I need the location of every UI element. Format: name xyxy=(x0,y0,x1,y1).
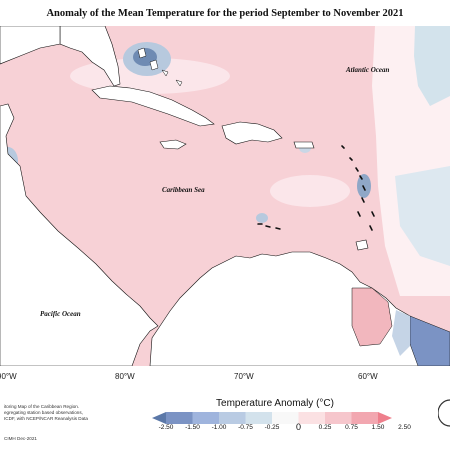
caribbean-sea-label: Caribbean Sea xyxy=(162,186,205,194)
map-title: Anomaly of the Mean Temperature for the … xyxy=(46,8,404,19)
pacific-ocean-label: Pacific Ocean xyxy=(40,310,81,318)
lon-tick-60w: 60°W xyxy=(358,372,378,381)
land-trinidad xyxy=(355,239,369,251)
legend-swatch xyxy=(245,412,273,424)
atlantic-ocean-label: Atlantic Ocean xyxy=(345,66,389,74)
legend-swatch-max xyxy=(378,412,392,424)
land-lesser-antilles xyxy=(341,145,375,231)
warm-anomaly-guianas xyxy=(351,287,393,347)
cool-anomaly-small-1 xyxy=(256,213,268,223)
lon-tick-70w: 70°W xyxy=(234,372,254,381)
neutral-anomaly-central xyxy=(270,175,350,207)
legend-swatch xyxy=(325,412,352,424)
legend-tick-label: 0 xyxy=(295,422,302,432)
cool-anomaly-southeast xyxy=(395,166,450,266)
lon-tick-80w: 80°W xyxy=(115,372,135,381)
legend-tick-label: -1.00 xyxy=(211,424,227,431)
legend-tick-label: 0.25 xyxy=(318,424,332,431)
land-florida xyxy=(59,26,121,87)
map-panel: Atlantic Ocean Caribbean Sea Pacific Oce… xyxy=(0,26,450,366)
legend-title: Temperature Anomaly (°C) xyxy=(216,398,334,409)
credits-line-2: egregating station based observations, xyxy=(4,410,83,415)
legend-tick-label: -0.75 xyxy=(238,424,253,431)
land-abc-islands xyxy=(257,223,281,230)
legend-tick-label: -1.50 xyxy=(185,424,200,431)
legend-swatch xyxy=(351,412,379,424)
legend-swatch xyxy=(219,412,246,424)
land-yucatan-central-america xyxy=(0,103,159,366)
legend-swatch-min xyxy=(152,412,166,424)
land-jamaica xyxy=(159,139,187,150)
credits-text: itoring Map of the Caribbean Region. egr… xyxy=(4,404,114,422)
legend-swatch xyxy=(192,412,220,424)
organization-logo xyxy=(438,399,450,427)
legend-tick-label: -2.50 xyxy=(158,424,174,431)
land-bahamas xyxy=(137,47,183,87)
land-hispaniola xyxy=(221,121,283,145)
legend-tick-label: 1.50 xyxy=(371,424,385,431)
land-cuba xyxy=(91,85,215,127)
signature-text: CIMH Dec-2021 xyxy=(4,436,37,441)
legend-tick-label: 0.75 xyxy=(345,424,358,431)
credits-line-1: itoring Map of the Caribbean Region. xyxy=(4,404,80,409)
cool-anomaly-east xyxy=(414,26,450,106)
legend-tick-label: 2.50 xyxy=(398,424,411,431)
cool-anomaly-brazil-light xyxy=(392,310,410,356)
legend-swatch xyxy=(166,412,193,424)
map-canvas: Atlantic Ocean Caribbean Sea Pacific Oce… xyxy=(0,26,450,366)
legend-colorbar xyxy=(152,412,392,424)
legend-swatch xyxy=(298,412,326,424)
credits-line-3: ICDF, with NCEP/NCAR Reanalysis Data xyxy=(4,416,88,421)
lon-tick-90w: 90°W xyxy=(0,372,17,381)
cool-anomaly-lesser-antilles xyxy=(357,174,371,198)
legend-swatch xyxy=(272,412,299,424)
land-puerto-rico xyxy=(293,141,315,149)
land-mexico-north xyxy=(0,26,61,65)
legend-tick-label: -0.25 xyxy=(264,424,280,431)
